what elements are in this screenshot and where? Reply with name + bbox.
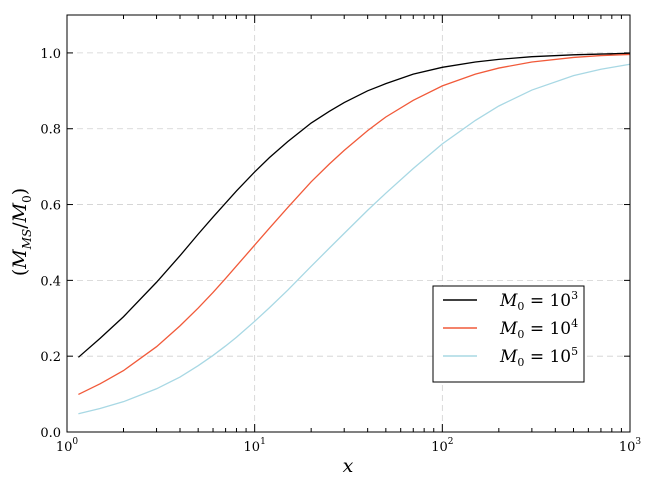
y-tick-label: 0.2 [40,350,61,365]
series-line-2 [78,53,631,396]
plot-frame [66,14,631,433]
x-tick-label: 100 [56,437,79,455]
legend-label-2: M0 = 104 [499,317,578,341]
x-axis-label: x [343,455,354,477]
series-layer [77,52,631,415]
legend-label-3: M0 = 105 [499,345,578,369]
y-tick-label: 0.8 [40,123,61,138]
legend-label-1: M0 = 103 [499,289,578,313]
ticks [66,15,631,433]
series-line-3 [78,63,631,415]
y-tick-label: 0.4 [40,274,61,289]
x-tick-label: 102 [431,437,453,455]
svg-text:(MMS/M0): (MMS/M0) [9,188,34,276]
legend-box [432,285,585,383]
x-tick-label: 103 [619,437,642,455]
legend: M0 = 103 M0 = 104 M0 = 105 [432,285,585,383]
y-tick-label: 0.6 [40,199,61,214]
tick-labels: 0.0 0.2 0.4 0.6 0.8 1.0 100 101 102 103 [40,47,641,455]
y-tick-label: 1.0 [40,47,61,62]
y-axis-label: (MMS/M0) [9,188,34,276]
x-tick-label: 101 [244,437,266,455]
series-line-1 [77,52,631,358]
y-tick-label: 0.0 [40,426,61,441]
